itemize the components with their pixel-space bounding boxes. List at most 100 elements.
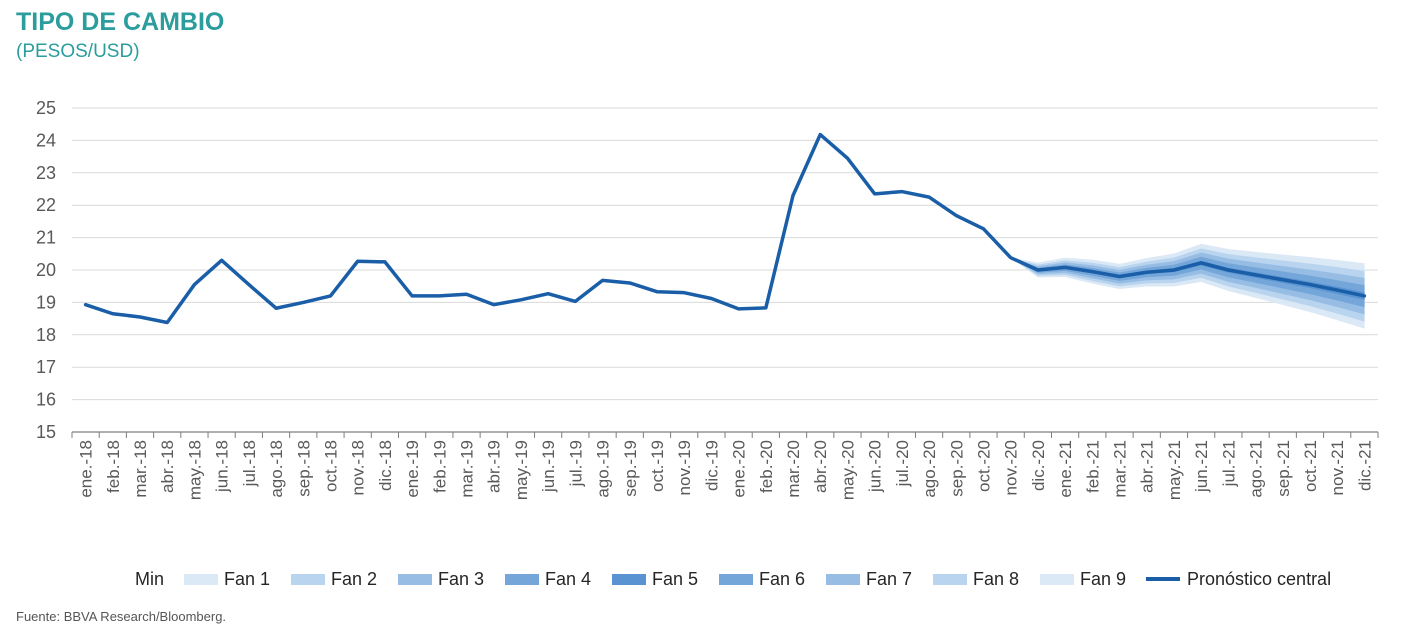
data-point <box>982 227 985 231</box>
legend-label: Fan 3 <box>438 569 484 589</box>
data-point <box>791 194 795 197</box>
data-point <box>682 291 686 294</box>
data-point <box>1063 266 1067 269</box>
data-point <box>846 157 849 160</box>
data-point <box>1036 268 1040 272</box>
legend-label: Fan 5 <box>652 569 698 589</box>
y-tick-label: 23 <box>36 163 56 183</box>
data-point <box>927 195 931 199</box>
x-tick-label: feb.-21 <box>1083 440 1102 493</box>
x-tick-label: may.-20 <box>838 440 857 500</box>
data-point <box>900 190 904 193</box>
data-point <box>1254 273 1257 277</box>
grid-lines <box>72 107 1378 401</box>
data-point <box>84 303 87 306</box>
x-tick-label: feb.-18 <box>104 440 123 493</box>
x-tick-label: oct.-18 <box>321 440 340 492</box>
legend-swatch-fan-9 <box>1040 574 1074 585</box>
data-point <box>764 306 768 310</box>
data-point <box>737 307 740 311</box>
data-point <box>1363 294 1366 298</box>
legend-label: Min <box>135 569 164 589</box>
data-point <box>710 297 713 300</box>
data-point <box>1281 278 1284 281</box>
x-tick-label: jun.-20 <box>866 440 885 493</box>
fan-band-9 <box>1010 243 1365 271</box>
x-tick-label: nov.-20 <box>1002 440 1021 495</box>
data-point <box>819 133 822 136</box>
legend-swatch-fan-5 <box>612 574 646 585</box>
data-point <box>1091 270 1094 273</box>
legend-swatch-fan-4 <box>505 574 539 585</box>
data-point <box>356 260 359 263</box>
y-tick-label: 24 <box>36 130 56 150</box>
x-tick-label: may.-21 <box>1165 440 1184 500</box>
y-tick-label: 17 <box>36 357 56 377</box>
x-tick-label: ago.-19 <box>594 440 613 498</box>
y-tick-label: 22 <box>36 195 56 215</box>
x-tick-label: mar.-18 <box>131 440 150 498</box>
data-point <box>655 290 659 293</box>
x-tick-label: jun.-21 <box>1192 440 1211 493</box>
x-tick-label: sep.-21 <box>1274 440 1293 497</box>
x-tick-label: nov.-18 <box>349 440 368 495</box>
x-tick-label: oct.-19 <box>648 440 667 492</box>
x-tick-label: oct.-21 <box>1301 440 1320 492</box>
x-tick-label: feb.-19 <box>430 440 449 493</box>
data-point <box>519 298 523 302</box>
data-point <box>383 260 387 264</box>
legend-label: Fan 6 <box>759 569 805 589</box>
x-tick-label: abr.-19 <box>485 440 504 493</box>
legend-label: Fan 1 <box>224 569 270 589</box>
x-tick-label: ago.-21 <box>1247 440 1266 498</box>
data-point <box>1145 271 1148 274</box>
legend-swatch-fan-8 <box>933 574 967 585</box>
x-axis: ene.-18 feb.-18 mar.-18 abr.-18 may.-18 jun.-… <box>71 431 1379 500</box>
data-point <box>302 301 305 304</box>
y-axis-ticks: 15 16 17 18 19 20 21 22 23 24 25 <box>36 98 56 442</box>
data-point <box>193 283 196 286</box>
x-tick-label: mar.-19 <box>458 440 477 498</box>
legend-swatch-fan-7 <box>826 574 860 585</box>
chart-subtitle: (PESOS/USD) <box>16 41 140 62</box>
x-tick-label: dic.-20 <box>1029 440 1048 491</box>
x-tick-label: jun.-19 <box>539 440 558 493</box>
data-point <box>247 283 251 286</box>
x-tick-label: jul.-18 <box>240 440 259 487</box>
central-forecast-line <box>83 132 1367 325</box>
data-point <box>465 293 468 296</box>
data-point <box>220 259 223 262</box>
x-tick-label: may.-18 <box>185 440 204 500</box>
x-tick-label: oct.-20 <box>974 440 993 492</box>
x-tick-label: sep.-18 <box>294 440 313 497</box>
x-tick-label: feb.-20 <box>757 440 776 493</box>
legend-label: Fan 2 <box>331 569 377 589</box>
data-point <box>1172 268 1176 272</box>
data-point <box>955 214 958 217</box>
legend-label-central: Pronóstico central <box>1187 569 1331 589</box>
y-tick-label: 16 <box>36 390 56 410</box>
x-tick-label: nov.-21 <box>1328 440 1347 495</box>
data-point <box>1199 261 1203 265</box>
x-tick-label: ene.-20 <box>730 440 749 498</box>
y-tick-label: 18 <box>36 325 56 345</box>
y-tick-label: 21 <box>36 228 56 248</box>
data-point <box>438 294 441 298</box>
x-tick-label: abr.-21 <box>1138 440 1157 493</box>
x-tick-label: ene.-21 <box>1056 440 1075 498</box>
data-point <box>628 281 631 285</box>
x-tick-label: jun.-18 <box>213 440 232 493</box>
legend-label: Fan 7 <box>866 569 912 589</box>
y-tick-label: 25 <box>36 98 56 118</box>
data-point <box>1227 268 1230 272</box>
x-tick-label: mar.-20 <box>784 440 803 498</box>
y-tick-label: 15 <box>36 422 56 442</box>
x-tick-label: abr.-20 <box>811 440 830 493</box>
data-point <box>410 294 414 298</box>
y-tick-label: 19 <box>36 292 56 312</box>
data-point <box>138 315 142 319</box>
data-point <box>1009 256 1012 259</box>
legend-swatch-fan-2 <box>291 574 325 585</box>
x-tick-label: dic.-21 <box>1355 440 1374 491</box>
x-tick-label: nov.-19 <box>675 440 694 495</box>
